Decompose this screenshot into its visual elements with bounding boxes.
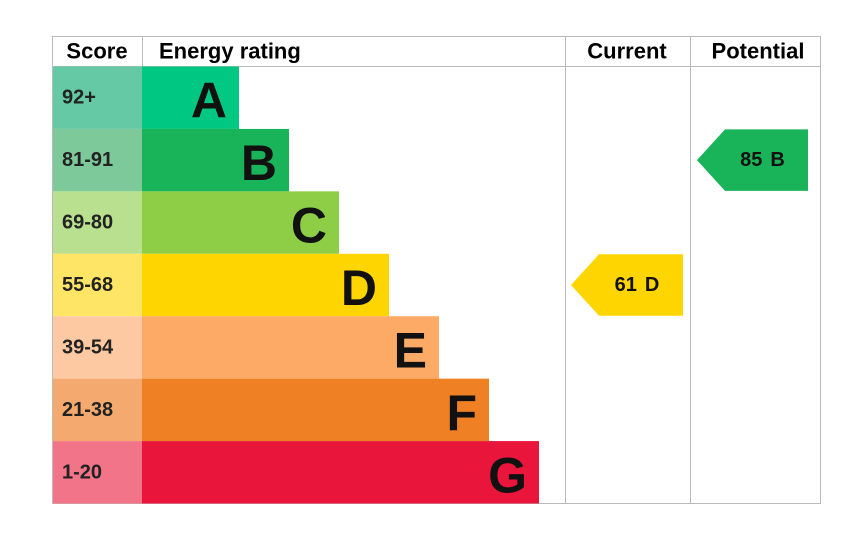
score-range: 55-68	[62, 274, 113, 296]
score-range: 92+	[62, 87, 96, 109]
header-current: Current	[587, 39, 667, 64]
rating-bar	[142, 316, 439, 379]
rating-bar	[142, 378, 489, 442]
rating-bar	[142, 253, 389, 317]
rating-bar	[142, 66, 239, 129]
score-cell	[53, 253, 142, 317]
rating-letter: D	[341, 260, 377, 316]
score-cell	[53, 191, 142, 254]
rating-letter: B	[241, 135, 277, 191]
current-rating: D	[645, 274, 659, 296]
potential-score: 85	[740, 149, 762, 171]
rating-bar	[142, 128, 289, 192]
score-range: 69-80	[62, 212, 113, 234]
rating-bar	[142, 191, 339, 254]
potential-rating: B	[770, 149, 784, 171]
rating-bar	[142, 441, 539, 504]
score-range: 81-91	[62, 149, 113, 171]
score-range: 21-38	[62, 399, 113, 421]
score-cell	[53, 378, 142, 442]
header-potential: Potential	[712, 39, 805, 64]
score-cell	[53, 66, 142, 129]
current-label: 61 D	[615, 274, 660, 296]
current-arrow	[571, 254, 683, 316]
score-cell	[53, 128, 142, 192]
potential-label: 85 B	[740, 149, 785, 171]
score-cell	[53, 316, 142, 379]
rating-letter: C	[291, 198, 327, 254]
rating-letter: G	[488, 447, 527, 503]
rating-letter: E	[394, 322, 427, 378]
score-range: 39-54	[62, 336, 114, 358]
potential-arrow	[697, 129, 808, 191]
header-energy: Energy rating	[159, 39, 301, 64]
rating-letter: F	[446, 385, 477, 441]
score-cell	[53, 441, 142, 504]
header-score: Score	[66, 39, 127, 64]
score-range: 1-20	[62, 461, 102, 483]
current-score: 61	[615, 274, 637, 296]
rating-letter: A	[191, 73, 227, 129]
